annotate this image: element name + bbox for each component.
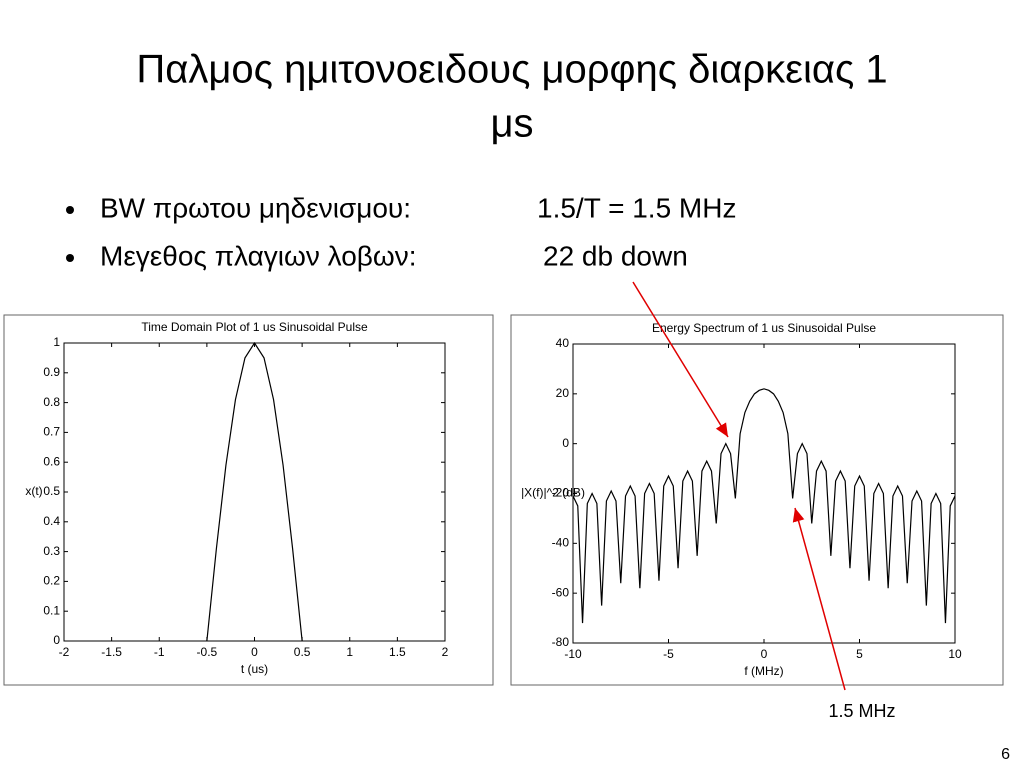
x-tick-label: -10	[564, 647, 582, 661]
arrow	[632, 281, 729, 438]
y-tick-label: 20	[556, 386, 570, 400]
y-tick-label: 0.3	[43, 544, 60, 558]
y-tick-label: 0.1	[43, 603, 60, 617]
chart: Energy Spectrum of 1 us Sinusoidal Pulse…	[521, 321, 962, 678]
data-line	[206, 341, 303, 642]
x-tick-label: 10	[948, 647, 962, 661]
chart-title: Energy Spectrum of 1 us Sinusoidal Pulse	[652, 321, 876, 335]
x-tick-label: -1	[154, 645, 165, 659]
bullet-label: BW πρωτου μηδενισμου:	[100, 192, 411, 223]
x-tick-label: -2	[59, 645, 70, 659]
x-tick-label: 0	[251, 645, 258, 659]
data-line	[572, 388, 956, 624]
y-tick-label: 0.7	[43, 425, 60, 439]
y-tick-label: 40	[556, 336, 570, 350]
x-tick-label: -1.5	[101, 645, 122, 659]
bullet-value: 1.5/T = 1.5 MHz	[537, 192, 736, 223]
arrow	[792, 507, 846, 691]
y-tick-label: 0.8	[43, 395, 60, 409]
y-tick-label: 0.2	[43, 574, 60, 588]
y-tick-label: 0.5	[43, 484, 60, 498]
x-tick-label: -0.5	[197, 645, 218, 659]
x-tick-label: 0	[761, 647, 768, 661]
y-tick-label: 0.9	[43, 365, 60, 379]
y-axis-label: |X(f)|^2 (dB)	[521, 486, 585, 500]
y-tick-label: -60	[552, 585, 570, 599]
chart: Time Domain Plot of 1 us Sinusoidal Puls…	[25, 320, 448, 676]
x-axis-label: f (MHz)	[744, 664, 783, 678]
bullet-label: Μεγεθος πλαγιων λοβων:	[100, 240, 417, 271]
y-tick-label: 0	[562, 436, 569, 450]
y-axis-label: x(t)	[25, 484, 42, 498]
y-tick-label: -20	[552, 486, 570, 500]
x-tick-label: 1.5	[389, 645, 406, 659]
annotation: 1.5 MHz	[828, 701, 895, 721]
x-tick-label: 0.5	[294, 645, 311, 659]
x-tick-label: -5	[663, 647, 674, 661]
y-tick-label: -80	[552, 635, 570, 649]
page-number: 6	[1001, 746, 1010, 763]
y-tick-label: 1	[53, 335, 60, 349]
y-tick-label: 0.4	[43, 514, 60, 528]
slide-title: μs	[490, 102, 533, 146]
y-tick-label: -40	[552, 536, 570, 550]
bullet-value: 22 db down	[543, 240, 688, 271]
bullet-dot	[66, 206, 74, 214]
y-tick-label: 0	[53, 633, 60, 647]
bullet-dot	[66, 254, 74, 262]
chart-title: Time Domain Plot of 1 us Sinusoidal Puls…	[141, 320, 368, 334]
x-tick-label: 5	[856, 647, 863, 661]
x-tick-label: 1	[346, 645, 353, 659]
plot-area	[63, 342, 446, 642]
y-tick-label: 0.6	[43, 454, 60, 468]
x-tick-label: 2	[442, 645, 449, 659]
plot-area	[572, 343, 956, 644]
x-axis-label: t (us)	[241, 662, 268, 676]
slide-title: Παλμος ημιτονοειδους μορφης διαρκειας 1	[136, 48, 887, 92]
